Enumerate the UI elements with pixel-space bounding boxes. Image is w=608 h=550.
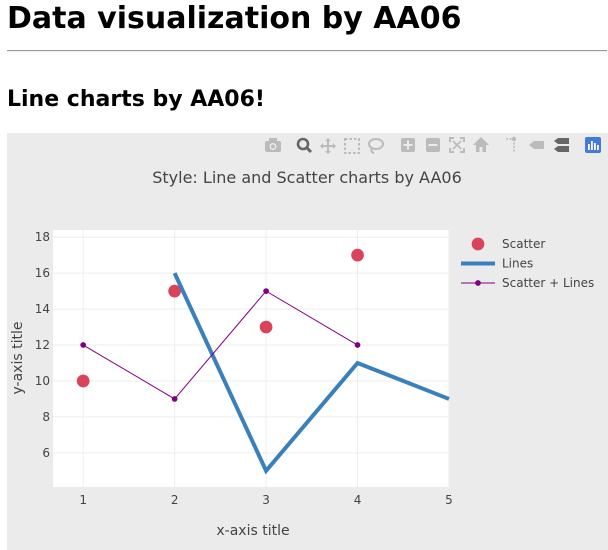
legend-label: Scatter — [502, 237, 545, 251]
data-point[interactable] — [351, 248, 364, 262]
series-lines — [172, 272, 450, 475]
legend-item[interactable]: Scatter + Lines — [461, 276, 594, 290]
data-point[interactable] — [80, 342, 87, 348]
modebar — [265, 136, 601, 154]
y-tick-label: 18 — [35, 230, 50, 244]
y-tick-label: 16 — [35, 266, 50, 280]
hover-closest-icon[interactable] — [529, 141, 544, 149]
x-tick-label: 2 — [171, 493, 179, 507]
data-point[interactable] — [259, 320, 273, 334]
data-point[interactable] — [354, 342, 361, 348]
reset-axes-icon[interactable] — [473, 137, 489, 152]
data-point[interactable] — [171, 396, 178, 402]
hover-compare-icon[interactable] — [554, 138, 569, 152]
series-scatter — [76, 248, 364, 388]
y-tick-label: 12 — [35, 338, 50, 352]
x-tick-label: 1 — [79, 493, 87, 507]
grid — [53, 230, 450, 487]
data-point[interactable] — [168, 284, 181, 298]
series-scatter-lines — [80, 288, 361, 402]
legend-label: Lines — [502, 257, 533, 271]
pan-icon[interactable] — [320, 138, 336, 154]
plot-container: Style: Line and Scatter charts by AA06 1… — [7, 133, 608, 550]
legend: Scatter Lines Scatter + Lines — [461, 237, 594, 290]
divider — [7, 50, 607, 52]
section-title: Line charts by AA06! — [7, 87, 265, 112]
legend-item[interactable]: Lines — [461, 257, 533, 271]
y-axis-title: y-axis title — [10, 322, 26, 395]
zoom-out-icon[interactable] — [426, 138, 440, 152]
y-tick-label: 6 — [42, 446, 50, 460]
plot-area — [53, 230, 449, 487]
camera-icon[interactable] — [265, 138, 281, 152]
series-line — [82, 290, 358, 400]
spike-lines-icon[interactable] — [506, 136, 517, 152]
legend-marker-swatch — [471, 237, 485, 251]
zoom-in-icon[interactable] — [401, 138, 415, 152]
autoscale-icon[interactable] — [449, 137, 465, 153]
line-chart: Style: Line and Scatter charts by AA06 1… — [10, 168, 594, 539]
y-tick-label: 8 — [42, 410, 50, 424]
data-point[interactable] — [76, 374, 90, 388]
zoom-icon[interactable] — [296, 137, 313, 154]
y-tick-label: 14 — [35, 302, 50, 316]
x-tick-label: 5 — [445, 493, 453, 507]
x-tick-label: 4 — [354, 493, 362, 507]
page-title: Data visualization by AA06 — [7, 1, 462, 36]
x-tick-label: 3 — [262, 493, 270, 507]
x-axis-title: x-axis title — [216, 523, 289, 539]
y-tick-label: 10 — [35, 374, 50, 388]
lasso-select-icon[interactable] — [368, 138, 384, 154]
legend-label: Scatter + Lines — [502, 276, 594, 290]
plotly-logo-icon[interactable] — [585, 137, 601, 153]
series-layer — [76, 248, 450, 475]
series-line — [172, 272, 450, 475]
legend-marker-swatch — [475, 280, 481, 286]
data-point[interactable] — [263, 288, 269, 294]
legend-item[interactable]: Scatter — [471, 237, 546, 251]
chart-title: Style: Line and Scatter charts by AA06 — [152, 168, 462, 187]
box-select-icon[interactable] — [344, 138, 360, 154]
